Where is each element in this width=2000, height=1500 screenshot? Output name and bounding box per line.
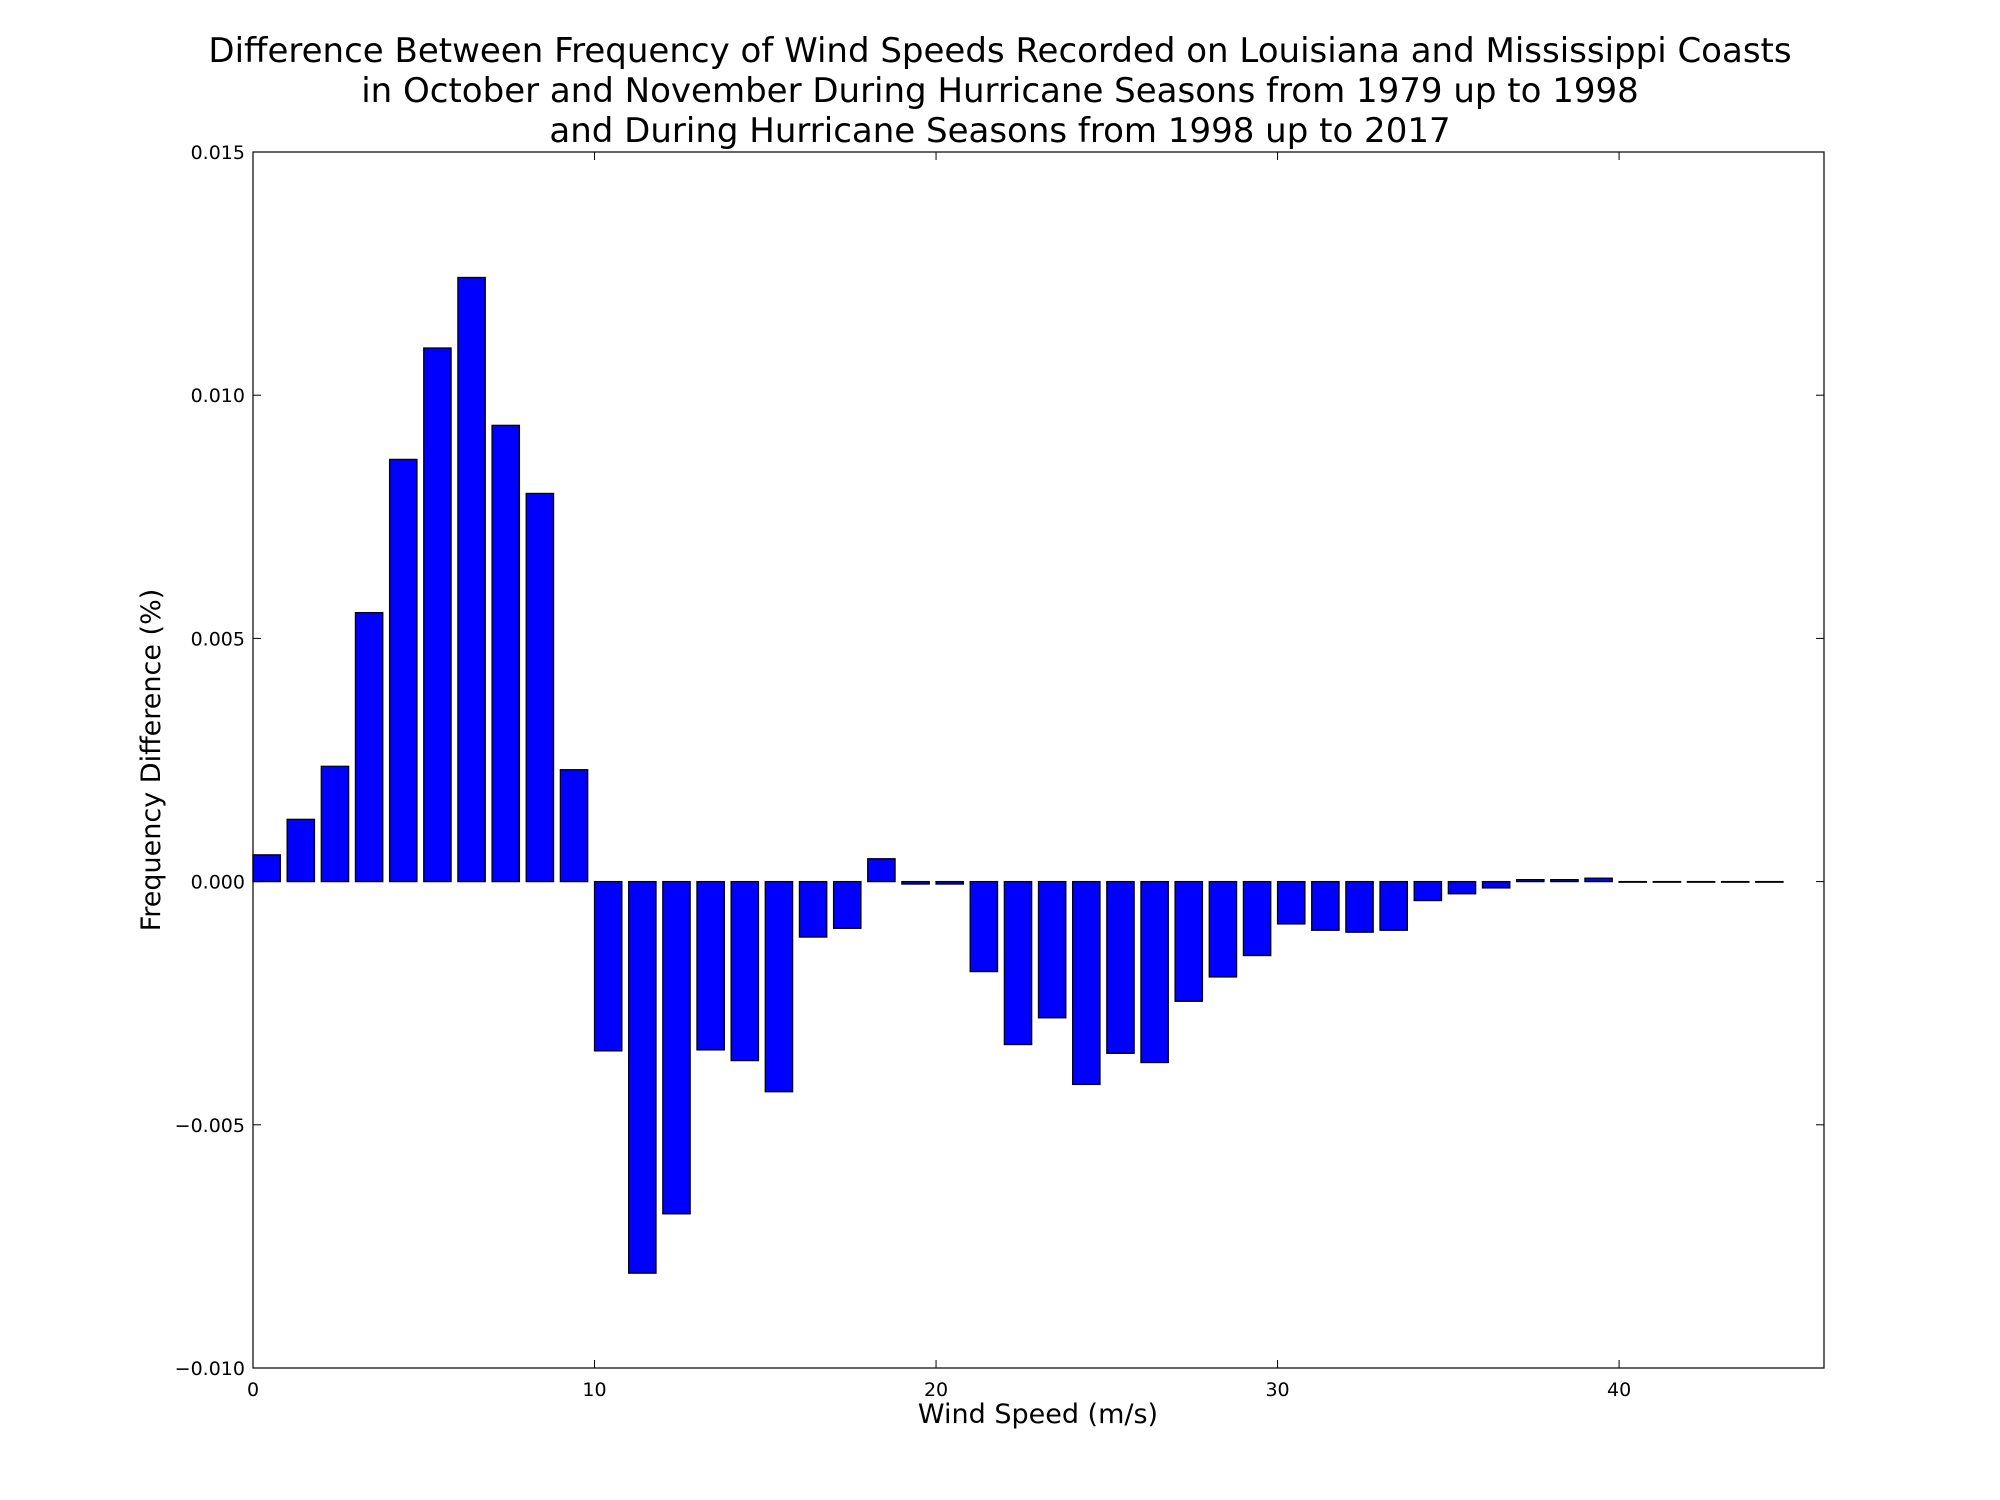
x-tick-label-1: 10 bbox=[582, 1379, 606, 1401]
x-tick-label-2: 20 bbox=[924, 1379, 948, 1401]
bar-3 bbox=[354, 611, 384, 883]
bar-39 bbox=[1584, 877, 1613, 883]
bar-26 bbox=[1140, 880, 1169, 1064]
bar-22 bbox=[1003, 880, 1033, 1046]
bar-30 bbox=[1276, 880, 1306, 925]
bar-10 bbox=[593, 880, 623, 1052]
x-tick-label-3: 30 bbox=[1265, 1379, 1289, 1401]
chart-title-line-2: in October and November During Hurricane… bbox=[361, 71, 1639, 111]
y-tick-label-4: 0.010 bbox=[191, 385, 245, 407]
bar-8 bbox=[525, 492, 555, 883]
bar-31 bbox=[1311, 880, 1340, 931]
bar-17 bbox=[832, 880, 862, 929]
bar-33 bbox=[1379, 880, 1408, 931]
bar-40 bbox=[1618, 880, 1648, 883]
chart-title: Difference Between Frequency of Wind Spe… bbox=[208, 31, 1791, 151]
bar-41 bbox=[1652, 880, 1682, 883]
bar-18 bbox=[867, 858, 896, 883]
bar-11 bbox=[628, 880, 657, 1274]
y-tick-label-5: 0.015 bbox=[191, 142, 245, 164]
bar-4 bbox=[388, 458, 418, 883]
bar-14 bbox=[730, 880, 760, 1062]
bar-36 bbox=[1481, 880, 1511, 889]
y-axis-label: Frequency Difference (%) bbox=[136, 589, 167, 932]
bar-34 bbox=[1413, 880, 1443, 902]
bar-38 bbox=[1550, 879, 1579, 883]
bar-29 bbox=[1242, 880, 1272, 957]
bar-27 bbox=[1174, 880, 1204, 1002]
y-tick-label-1: −0.005 bbox=[175, 1115, 245, 1137]
bar-35 bbox=[1447, 880, 1477, 895]
bar-37 bbox=[1515, 879, 1545, 883]
x-tick-label-0: 0 bbox=[247, 1379, 259, 1401]
plot-frame bbox=[252, 151, 1825, 1369]
bar-19 bbox=[901, 880, 930, 885]
bar-5 bbox=[423, 347, 452, 883]
y-tick-label-3: 0.005 bbox=[191, 628, 245, 650]
bar-6 bbox=[457, 276, 486, 883]
bars-group bbox=[252, 276, 1784, 1274]
bar-1 bbox=[286, 818, 316, 883]
bar-43 bbox=[1720, 880, 1750, 883]
chart-title-line-1: Difference Between Frequency of Wind Spe… bbox=[208, 31, 1791, 71]
bar-44 bbox=[1755, 880, 1784, 883]
y-tick-label-2: 0.000 bbox=[191, 872, 245, 894]
bar-28 bbox=[1208, 880, 1238, 978]
bar-7 bbox=[491, 424, 521, 883]
bar-24 bbox=[1072, 880, 1101, 1086]
bar-16 bbox=[798, 880, 828, 938]
bar-42 bbox=[1686, 880, 1716, 883]
bar-13 bbox=[696, 880, 725, 1051]
bar-2 bbox=[320, 765, 350, 883]
bar-20 bbox=[935, 880, 965, 885]
bar-32 bbox=[1345, 880, 1374, 933]
bar-12 bbox=[662, 880, 691, 1215]
bar-9 bbox=[559, 769, 589, 883]
x-tick-label-4: 40 bbox=[1607, 1379, 1631, 1401]
bar-21 bbox=[969, 880, 999, 973]
chart-title-line-3: and During Hurricane Seasons from 1998 u… bbox=[549, 111, 1450, 151]
bar-25 bbox=[1106, 880, 1135, 1054]
bar-0 bbox=[252, 854, 281, 883]
bar-23 bbox=[1037, 880, 1067, 1019]
x-axis-label: Wind Speed (m/s) bbox=[918, 1399, 1158, 1430]
bar-15 bbox=[764, 880, 794, 1093]
y-tick-label-0: −0.010 bbox=[175, 1358, 245, 1380]
ticks-group: 0 10 20 30 40 −0.010 −0.005 0.000 0.005 0.010 0.01… bbox=[175, 142, 1824, 1401]
